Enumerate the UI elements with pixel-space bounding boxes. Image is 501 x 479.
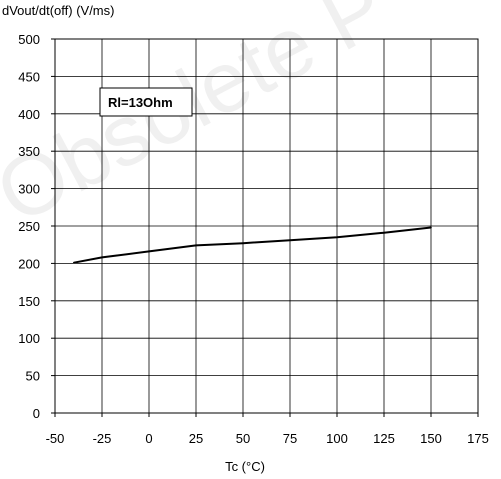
y-tick-label: 400 bbox=[18, 107, 40, 122]
plot-area bbox=[54, 38, 479, 414]
x-tick-label: 150 bbox=[420, 431, 442, 446]
y-tick-label: 300 bbox=[18, 182, 40, 197]
watermark-text: Obsolete P bbox=[0, 0, 402, 242]
data-point bbox=[430, 226, 432, 229]
x-axis-title: Tc (°C) bbox=[225, 459, 265, 474]
y-tick-label: 100 bbox=[18, 331, 40, 346]
series-layer bbox=[73, 226, 432, 264]
y-tick-label: 250 bbox=[18, 219, 40, 234]
data-point bbox=[148, 250, 150, 253]
y-axis-title: dVout/dt(off) (V/ms) bbox=[2, 3, 114, 18]
x-tick-label: 100 bbox=[326, 431, 348, 446]
annotation-box: Rl=13Ohm bbox=[99, 87, 193, 117]
y-tick-label: 200 bbox=[18, 256, 40, 271]
x-tick-labels: -50 -25 0 25 50 75 100 125 150 175 bbox=[46, 431, 489, 446]
x-tick-label: -50 bbox=[46, 431, 65, 446]
data-point bbox=[242, 242, 244, 245]
annotation-label: Rl=13Ohm bbox=[108, 95, 173, 110]
data-point bbox=[101, 256, 103, 259]
x-tick-label: 0 bbox=[145, 431, 152, 446]
data-point bbox=[383, 231, 385, 234]
data-point bbox=[73, 261, 75, 264]
x-tick-label: 75 bbox=[283, 431, 297, 446]
y-tick-label: 0 bbox=[33, 406, 40, 421]
data-point bbox=[195, 244, 197, 247]
data-point bbox=[289, 239, 291, 242]
y-tick-label: 150 bbox=[18, 294, 40, 309]
y-tick-label: 350 bbox=[18, 144, 40, 159]
y-tick-label: 50 bbox=[26, 369, 40, 384]
y-tick-label: 450 bbox=[18, 69, 40, 84]
x-tick-label: 175 bbox=[467, 431, 489, 446]
y-tick-label: 500 bbox=[18, 32, 40, 47]
x-tick-label: -25 bbox=[93, 431, 112, 446]
x-tick-label: 50 bbox=[236, 431, 250, 446]
y-tick-labels: 0 50 100 150 200 250 300 350 400 450 500 bbox=[18, 32, 40, 421]
x-tick-label: 125 bbox=[373, 431, 395, 446]
data-point bbox=[336, 236, 338, 239]
series-line bbox=[73, 226, 432, 264]
x-tick-label: 25 bbox=[189, 431, 203, 446]
